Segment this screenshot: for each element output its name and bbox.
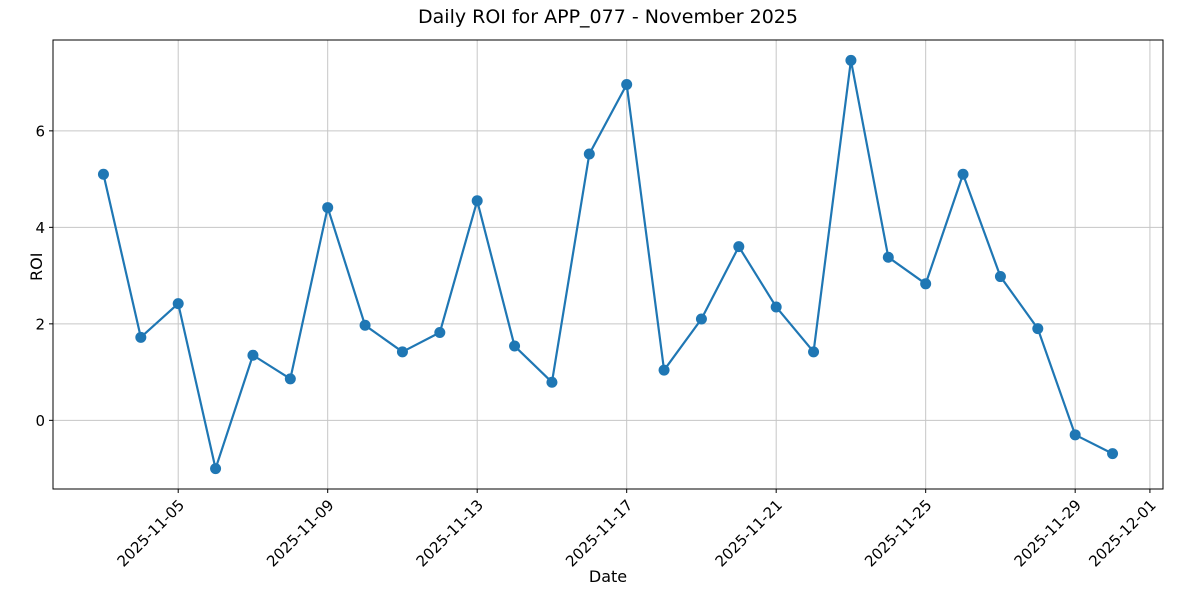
data-point: [808, 346, 820, 358]
y-tick-label: 2: [35, 315, 45, 333]
x-tick-label: 2025-12-01: [1085, 496, 1159, 570]
data-point: [733, 241, 745, 253]
y-tick-label: 6: [35, 122, 45, 140]
data-point: [621, 79, 633, 91]
data-point: [1107, 448, 1119, 460]
data-point: [546, 376, 558, 388]
data-point: [770, 301, 782, 313]
x-tick-label: 2025-11-09: [263, 496, 337, 570]
x-tick-label: 2025-11-17: [562, 496, 636, 570]
data-point: [172, 298, 184, 310]
data-point: [920, 278, 932, 290]
x-axis-label: Date: [588, 567, 628, 586]
y-axis-label: ROI: [27, 252, 46, 281]
data-point: [359, 319, 371, 331]
data-point: [882, 251, 894, 263]
data-point: [135, 331, 147, 343]
data-point: [1069, 429, 1081, 441]
y-tick-label: 0: [35, 412, 45, 430]
data-point: [957, 168, 969, 180]
data-point: [583, 148, 595, 160]
x-tick-label: 2025-11-13: [413, 496, 487, 570]
data-point: [97, 168, 109, 180]
x-tick-label: 2025-11-25: [861, 496, 935, 570]
chart-title: Daily ROI for APP_077 - November 2025: [418, 6, 798, 28]
data-point: [1032, 323, 1044, 335]
data-point: [509, 340, 521, 352]
plot-border: [52, 39, 1164, 490]
data-point: [434, 327, 446, 339]
data-point: [471, 195, 483, 207]
data-point: [658, 364, 670, 376]
x-tick-label: 2025-11-05: [114, 496, 188, 570]
data-point: [210, 463, 222, 475]
x-tick-label: 2025-11-21: [712, 496, 786, 570]
data-point: [284, 373, 296, 385]
data-point: [322, 202, 334, 214]
roi-series-line: [102, 59, 1114, 470]
data-point: [845, 54, 857, 66]
data-point: [695, 313, 707, 325]
x-tick-label: 2025-11-29: [1011, 496, 1085, 570]
data-point: [994, 271, 1006, 283]
data-point: [247, 349, 259, 361]
y-tick-label: 4: [35, 219, 45, 237]
data-point: [396, 346, 408, 358]
